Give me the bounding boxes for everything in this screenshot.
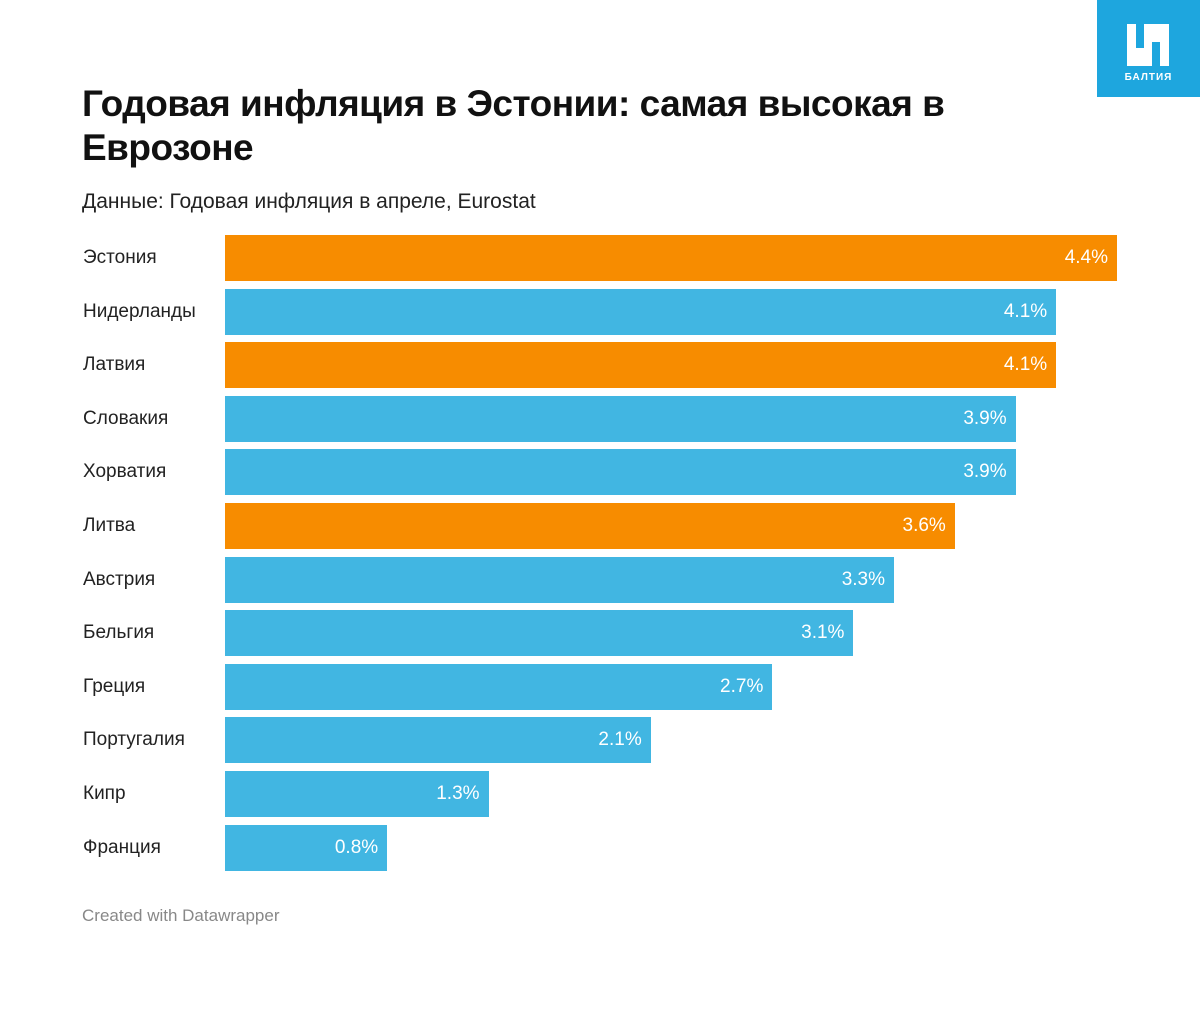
- bar: 3.1%: [225, 610, 854, 657]
- bar: 3.6%: [225, 503, 955, 549]
- chart-subtitle: Данные: Годовая инфляция в апреле, Euros…: [82, 190, 536, 213]
- chart-title: Годовая инфляция в Эстонии: самая высока…: [82, 83, 945, 168]
- value-label: 3.1%: [801, 622, 845, 644]
- category-label: Греция: [83, 675, 146, 697]
- logo-text: БАЛТИЯ: [1124, 72, 1173, 83]
- value-label: 4.4%: [1064, 247, 1108, 268]
- value-label: 4.1%: [1003, 354, 1048, 376]
- category-label: Литва: [83, 515, 136, 536]
- bar: 1.3%: [225, 771, 489, 817]
- bar: 0.8%: [225, 824, 388, 871]
- bar: 2.7%: [225, 663, 773, 710]
- category-label: Эстония: [83, 247, 157, 268]
- bar: 3.9%: [225, 449, 1016, 496]
- category-label: Словакия: [83, 407, 169, 429]
- value-label: 4.1%: [1003, 300, 1048, 322]
- logo-mark-icon: [1127, 24, 1169, 66]
- value-label: 3.6%: [902, 515, 946, 536]
- value-label: 3.3%: [841, 568, 885, 590]
- category-label: Нидерланды: [83, 300, 196, 322]
- bar: 4.4%: [225, 235, 1117, 281]
- category-label: Австрия: [83, 568, 156, 590]
- footer-credit: Created with Datawrapper: [82, 906, 280, 925]
- category-label: Кипр: [83, 783, 126, 804]
- bar: 3.3%: [225, 556, 894, 603]
- bar: 4.1%: [225, 342, 1057, 389]
- value-label: 3.9%: [963, 461, 1007, 483]
- baltia-logo: БАЛТИЯ: [1097, 0, 1200, 97]
- value-label: 2.1%: [598, 729, 642, 751]
- value-label: 2.7%: [720, 675, 764, 697]
- bar: 3.9%: [225, 395, 1016, 442]
- category-label: Франция: [83, 836, 161, 858]
- category-label: Португалия: [83, 729, 185, 751]
- bar: 2.1%: [225, 717, 651, 764]
- value-label: 3.9%: [963, 407, 1007, 429]
- category-label: Бельгия: [83, 622, 155, 644]
- category-label: Латвия: [83, 354, 146, 376]
- bar: 4.1%: [225, 288, 1057, 335]
- category-label: Хорватия: [83, 461, 167, 483]
- value-label: 0.8%: [334, 836, 379, 858]
- value-label: 1.3%: [436, 783, 480, 804]
